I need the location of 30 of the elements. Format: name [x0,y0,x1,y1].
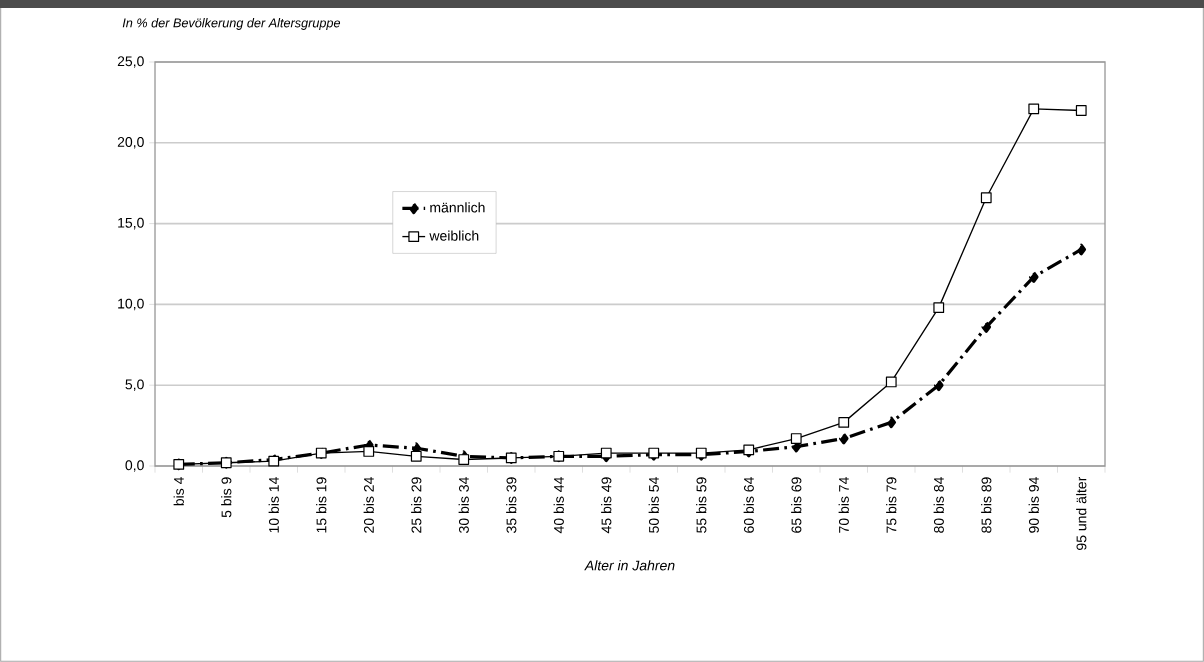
y-tick-label: 20,0 [117,137,144,149]
x-tick-label: 60 bis 64 [743,477,754,533]
y-axis-title: In % der Bevölkerung der Altersgruppe [122,18,341,30]
y-tick-label: 0,0 [125,460,144,472]
y-tick-label: 25,0 [117,56,144,68]
y-tick-label: 15,0 [118,217,144,230]
x-tick-label: 70 bis 74 [838,477,849,533]
y-tick-label: 10,0 [118,298,144,311]
x-tick-label: bis 4 [173,477,184,506]
x-tick-label: 75 bis 79 [886,477,897,533]
x-tick-label: 65 bis 69 [791,477,802,533]
x-tick-label: 55 bis 59 [696,477,707,533]
x-tick-label: 85 bis 89 [981,477,992,533]
x-tick-label: 90 bis 94 [1028,477,1039,533]
y-tick-label: 5,0 [125,379,144,391]
x-tick-label: 35 bis 39 [506,477,517,533]
x-tick-label: 30 bis 34 [458,477,469,533]
x-tick-label: 20 bis 24 [363,477,374,533]
legend-label: männlich [430,202,485,213]
legend-label: weiblich [429,230,479,241]
x-tick-label: 40 bis 44 [553,477,564,534]
x-tick-label: 25 bis 29 [411,477,422,533]
x-tick-label: 45 bis 49 [601,477,612,534]
x-axis-title: Alter in Jahren [584,560,675,571]
x-tick-label: 80 bis 84 [933,477,944,533]
x-tick-label: 50 bis 54 [648,477,659,533]
x-tick-label: 95 und älter [1076,476,1087,550]
x-tick-label: 15 bis 19 [316,477,327,533]
x-tick-label: 5 bis 9 [221,477,232,518]
x-tick-label: 10 bis 14 [268,477,279,533]
